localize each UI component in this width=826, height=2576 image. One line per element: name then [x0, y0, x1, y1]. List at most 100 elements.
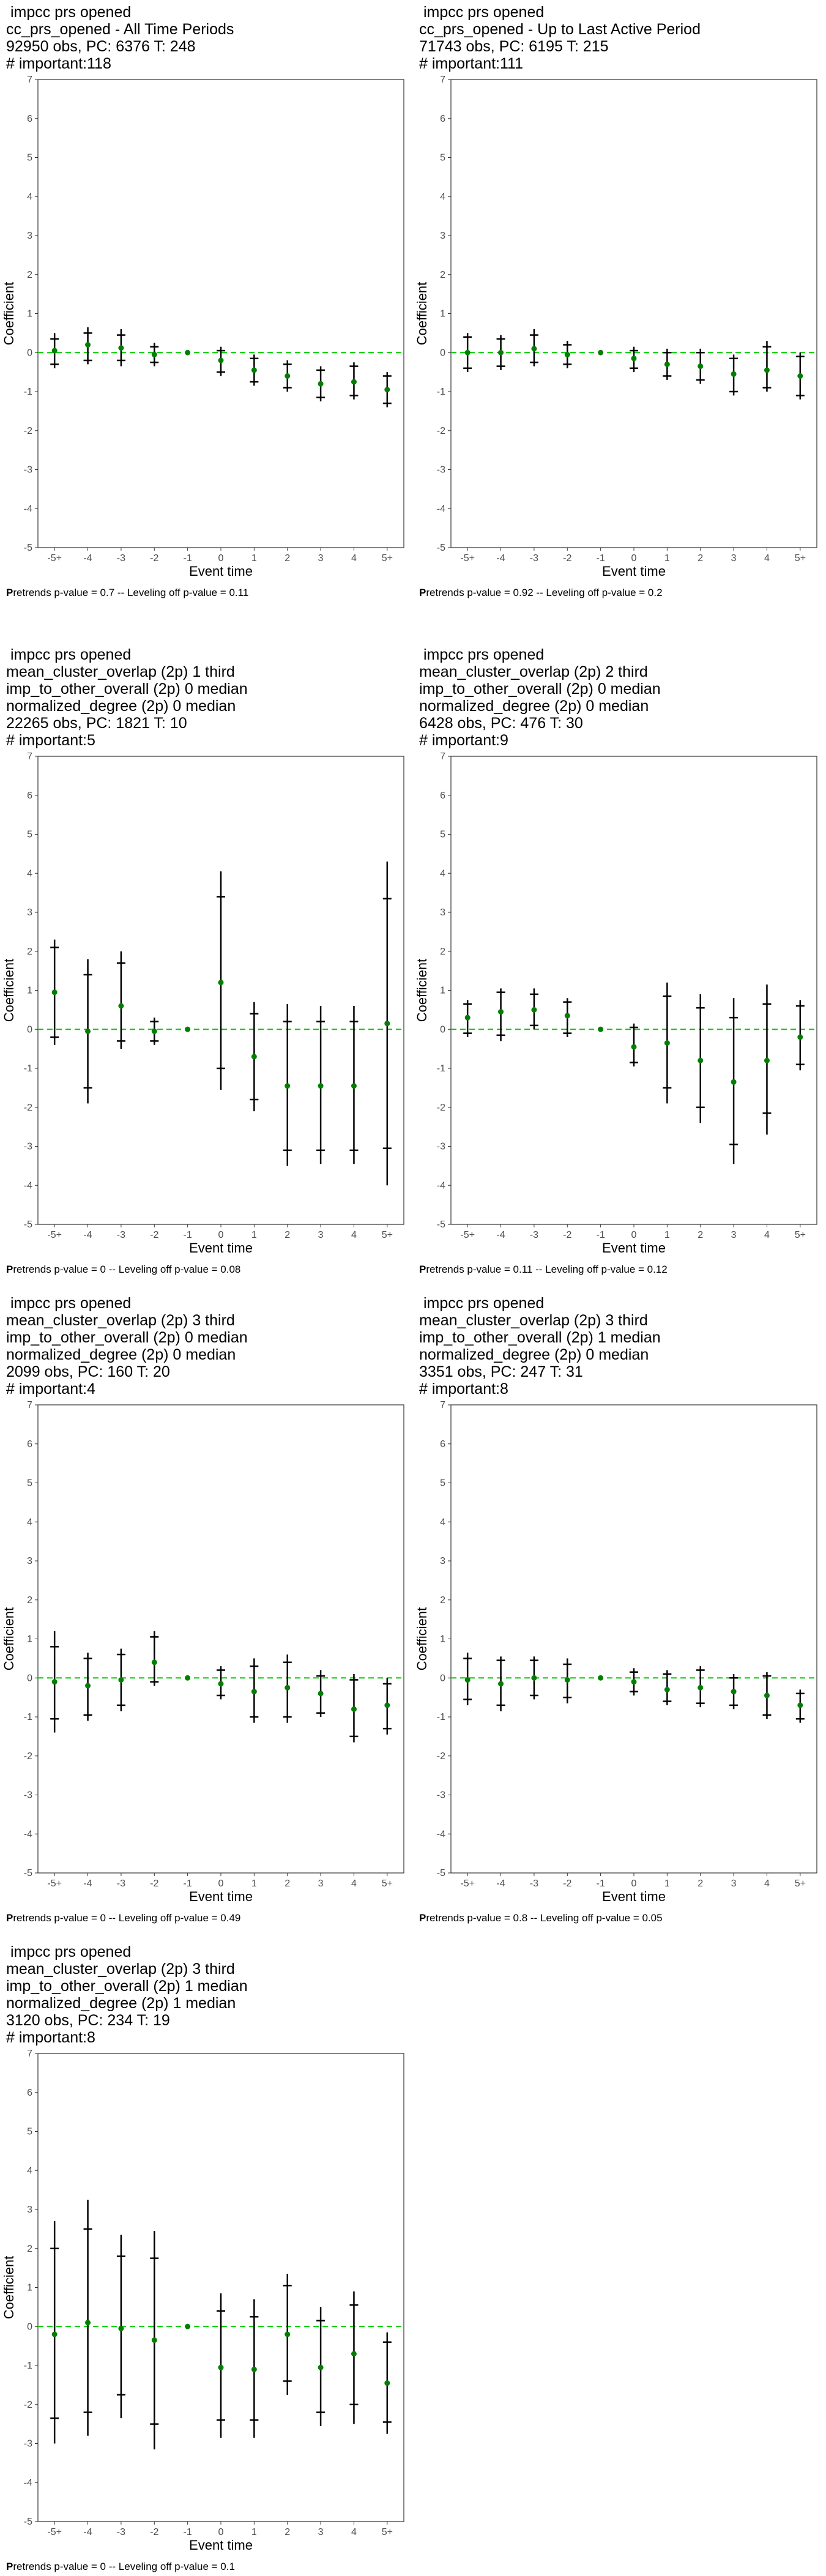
y-tick-label: 0 [27, 1673, 32, 1683]
y-tick-label: 5 [440, 830, 445, 840]
chart-title: impcc prs opened cc_prs_opened - Up to La… [419, 4, 817, 72]
x-tick-label: 5+ [382, 1230, 393, 1240]
estimate-point [498, 1681, 504, 1687]
y-tick-label: 2 [440, 270, 445, 280]
pvalue-caption-prefix: P [419, 587, 426, 598]
pvalue-caption-text: retrends p-value = 0.92 -- Leveling off … [426, 587, 663, 598]
x-tick-label: -3 [117, 1878, 125, 1889]
estimate-point [251, 1689, 257, 1695]
x-tick-label: 2 [285, 1878, 290, 1889]
plot-frame [37, 79, 404, 548]
chart-title-line: impcc prs opened [6, 646, 132, 663]
x-tick-label: 3 [318, 1878, 324, 1889]
y-tick-label: 1 [27, 309, 32, 319]
estimate-point [318, 2364, 324, 2370]
x-tick-label: 0 [218, 2527, 224, 2537]
y-tick-label: 1 [27, 1634, 32, 1645]
estimate-point [698, 363, 704, 370]
y-tick-label: 6 [27, 2088, 32, 2098]
y-tick-label: 5 [440, 153, 445, 163]
x-tick-label: -4 [496, 553, 505, 564]
y-tick-label: 6 [440, 1439, 445, 1450]
x-tick-label: 2 [698, 1878, 703, 1889]
x-tick-label: -3 [530, 553, 538, 564]
y-tick-label: 5 [27, 1478, 32, 1489]
y-tick-label: 4 [27, 868, 32, 879]
x-tick-label: 0 [631, 553, 637, 564]
x-axis-title: Event time [602, 1889, 666, 1904]
x-tick-label: 4 [764, 1230, 770, 1240]
estimate-point [598, 349, 604, 356]
estimate-point [731, 1689, 737, 1695]
x-tick-label: 1 [664, 1878, 670, 1889]
plot-frame [450, 756, 817, 1225]
y-tick-label: -1 [437, 1712, 445, 1722]
chart-title-line: # important:118 [6, 55, 111, 72]
estimate-point [384, 2380, 390, 2386]
estimate-point [698, 1057, 704, 1063]
chart-panel-6: impcc prs opened mean_cluster_overlap (2p… [413, 1291, 817, 1927]
y-tick-label: 3 [440, 907, 445, 918]
pvalue-caption-prefix: P [6, 1264, 13, 1275]
estimate-point [51, 989, 58, 996]
y-tick-label: 2 [27, 1595, 32, 1606]
estimate-point [218, 980, 224, 986]
estimate-point [384, 1021, 390, 1027]
chart-title-line: 2099 obs, PC: 160 T: 20 [6, 1363, 170, 1380]
estimate-point [218, 2364, 224, 2370]
y-tick-label: -1 [24, 387, 32, 397]
estimate-point [664, 1686, 670, 1692]
estimate-point [318, 1083, 324, 1089]
chart-title-line: impcc prs opened [419, 646, 545, 663]
estimate-point [118, 1677, 124, 1683]
x-tick-label: 1 [251, 1878, 257, 1889]
y-tick-label: 3 [440, 231, 445, 241]
chart-panel-5: impcc prs opened mean_cluster_overlap (2p… [0, 1291, 404, 1927]
plot-frame [37, 1404, 404, 1874]
chart-title-line: normalized_degree (2p) 0 median [419, 1346, 649, 1363]
pvalue-caption-text: retrends p-value = 0 -- Leveling off p-v… [13, 2561, 235, 2572]
estimate-point [151, 351, 157, 357]
plot-frame [450, 79, 817, 548]
y-tick-label: 4 [27, 2165, 32, 2176]
y-tick-label: -5 [437, 1219, 445, 1230]
chart-title-line: imp_to_other_overall (2p) 0 median [6, 680, 248, 698]
estimate-point [664, 1040, 670, 1046]
pvalue-caption: Pretrends p-value = 0 -- Leveling off p-… [6, 2561, 235, 2573]
y-tick-label: -5 [24, 543, 32, 553]
pvalue-caption-text: retrends p-value = 0.11 -- Leveling off … [426, 1264, 668, 1275]
chart-title-line: mean_cluster_overlap (2p) 3 third [6, 1960, 235, 1978]
estimate-point [631, 1044, 637, 1050]
x-tick-label: -1 [184, 553, 192, 564]
estimate-point [384, 1702, 390, 1708]
chart-title-line: # important:5 [6, 732, 95, 749]
y-tick-label: 7 [27, 2049, 32, 2059]
x-tick-label: 3 [318, 553, 324, 564]
x-tick-label: 2 [285, 2527, 290, 2537]
chart-panel-3: impcc prs opened mean_cluster_overlap (2p… [0, 642, 404, 1279]
x-axis-title: Event time [602, 564, 666, 579]
pvalue-caption-prefix: P [419, 1264, 426, 1275]
chart-title: impcc prs opened mean_cluster_overlap (2p… [6, 646, 404, 749]
estimate-point [564, 1013, 570, 1019]
y-tick-label: 7 [27, 1400, 32, 1410]
pvalue-caption: Pretrends p-value = 0.8 -- Leveling off … [419, 1912, 663, 1924]
chart-title-line: cc_prs_opened - Up to Last Active Period [419, 21, 701, 38]
y-axis-title: Coefficient [414, 1607, 430, 1671]
chart-title-line: cc_prs_opened - All Time Periods [6, 21, 234, 38]
estimate-point [731, 371, 737, 377]
chart-title-line: impcc prs opened [419, 4, 545, 21]
estimate-point [318, 1691, 324, 1697]
chart-svg: -5 -4 -3 -2 -1 0 1 2 3 4 5 6 7 -5+ -4 -3 -2 -1 0 1 2 3 4 5+ Even… [1, 751, 404, 1256]
y-tick-label: -5 [437, 543, 445, 553]
y-tick-label: -2 [437, 1103, 445, 1113]
chart-panel-1: impcc prs opened cc_prs_opened - All Time… [0, 0, 404, 636]
y-tick-label: 2 [27, 2244, 32, 2254]
chart-svg: -5 -4 -3 -2 -1 0 1 2 3 4 5 6 7 -5+ -4 -3 -2 -1 0 1 2 3 4 5+ Even… [414, 751, 817, 1256]
x-tick-label: -2 [150, 553, 158, 564]
estimate-point [351, 2351, 357, 2357]
estimate-point [151, 1659, 157, 1666]
y-tick-label: -2 [437, 426, 445, 436]
estimate-point [764, 1692, 770, 1699]
x-tick-label: -5+ [460, 1878, 475, 1889]
